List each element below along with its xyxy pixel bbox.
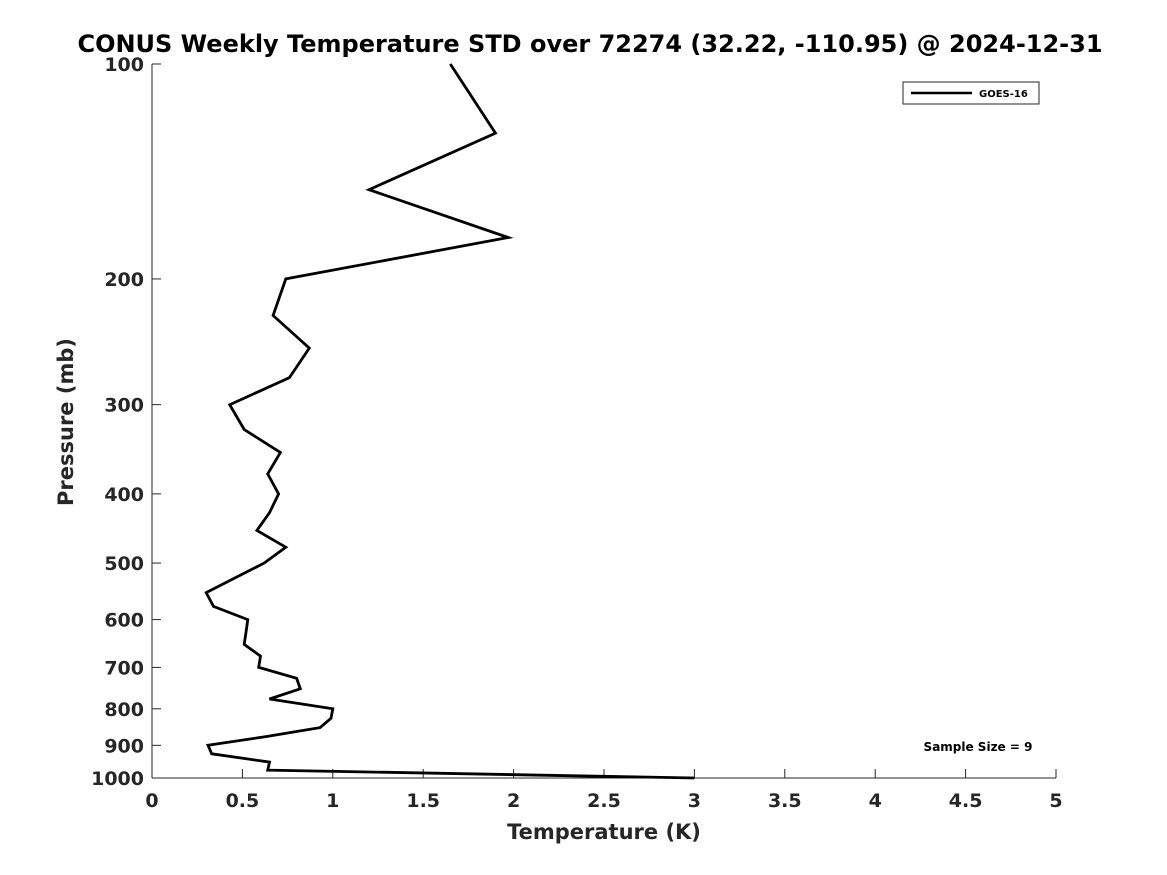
y-tick-label: 100	[104, 54, 144, 76]
x-axis-label: Temperature (K)	[507, 820, 701, 844]
y-tick-label: 300	[104, 395, 144, 417]
y-tick-label: 500	[104, 553, 144, 575]
y-tick-label: 800	[104, 699, 144, 721]
y-tick-label: 400	[104, 484, 144, 506]
x-tick-label: 1	[326, 790, 339, 812]
x-tick-label: 5	[1049, 790, 1062, 812]
y-tick-label: 200	[104, 269, 144, 291]
x-tick-label: 2	[507, 790, 520, 812]
x-tick-label: 0.5	[226, 790, 260, 812]
y-tick-label: 700	[104, 657, 144, 679]
x-tick-label: 0	[145, 790, 158, 812]
y-tick-label: 1000	[91, 768, 144, 790]
x-tick-label: 1.5	[406, 790, 440, 812]
legend: GOES-16	[902, 81, 1040, 105]
sample-size-annotation: Sample Size = 9	[924, 740, 1033, 754]
x-tick-label: 3.5	[768, 790, 802, 812]
series-group	[204, 63, 695, 780]
series-line-goes-16	[204, 63, 695, 780]
y-tick-label: 600	[104, 610, 144, 632]
x-tick-label: 2.5	[587, 790, 621, 812]
x-tick-label: 4	[869, 790, 882, 812]
x-tick-label: 3	[688, 790, 701, 812]
y-axis-label: Pressure (mb)	[54, 338, 78, 506]
chart-title: CONUS Weekly Temperature STD over 72274 …	[77, 30, 1102, 58]
y-axis-ticks: 100 200 300 400 500 600 700 800 900 1000	[91, 54, 161, 790]
x-axis-ticks: 0 0.5 1 1.5 2 2.5 3 3.5 4 4.5 5	[145, 769, 1063, 812]
x-tick-label: 4.5	[949, 790, 983, 812]
y-tick-label: 900	[104, 735, 144, 757]
plot-area	[152, 64, 1056, 778]
legend-entry-goes-16: GOES-16	[979, 89, 1028, 100]
